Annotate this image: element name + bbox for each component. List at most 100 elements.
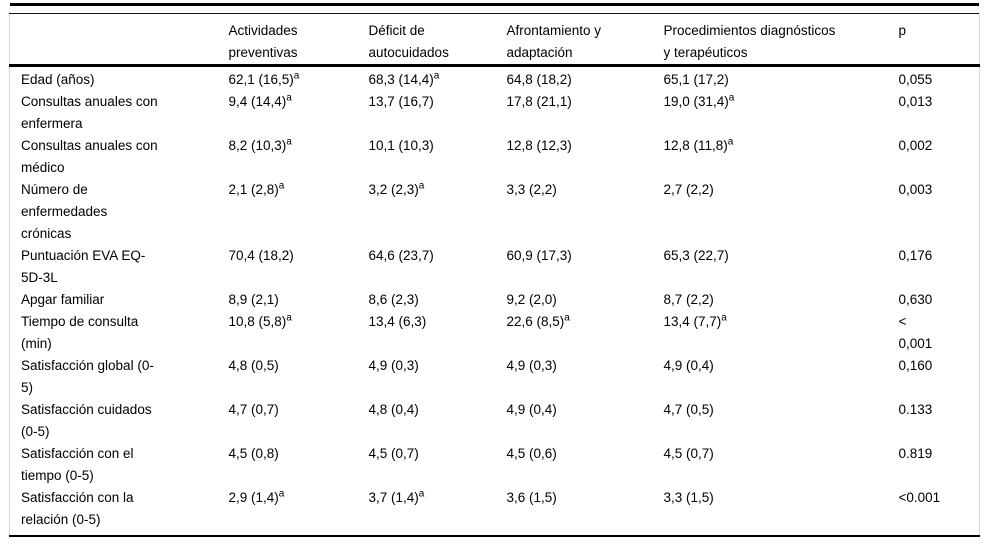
- p-value-cell: 0,160: [898, 358, 933, 373]
- p-value-cell: 0,003: [898, 182, 933, 197]
- footnote-marker: a: [286, 92, 292, 104]
- statistics-table: Actividades preventivas Déficit de autocu…: [9, 3, 980, 537]
- footnote-marker: a: [727, 136, 734, 148]
- footnote-marker: a: [418, 488, 425, 500]
- footnote-marker: a: [278, 180, 285, 192]
- value-cell: 4,8 (0,4): [368, 402, 419, 417]
- row-label: Satisfacción global (0- 5): [21, 358, 154, 395]
- table-row: Consultas anuales con enfermera 9,4 (14,4…: [10, 91, 980, 135]
- value-cell: 65,1 (17,2): [663, 72, 729, 87]
- footnote-marker: a: [286, 312, 292, 324]
- value-cell: 68,3 (14,4)a: [368, 70, 440, 87]
- p-value-cell: 0.819: [898, 446, 933, 461]
- p-value-cell: 0,055: [898, 72, 933, 87]
- p-value-cell: 0,630: [898, 292, 933, 307]
- row-label: Puntuación EVA EQ- 5D-3L: [21, 248, 146, 285]
- table-row: Satisfacción cuidados (0-5) 4,7 (0,7) 4,8 …: [10, 399, 980, 443]
- footnote-marker: a: [564, 312, 570, 324]
- footnote-marker: a: [278, 488, 285, 500]
- header-cell: Procedimientos diagnósticos y terapéutic…: [663, 13, 899, 67]
- header-row: Actividades preventivas Déficit de autocu…: [9, 13, 980, 67]
- footnote-marker: a: [286, 136, 292, 148]
- table-row: Apgar familiar 8,9 (2,1) 8,6 (2,3) 9,2 (2,0…: [10, 289, 980, 311]
- table-row: Consultas anuales con médico 8,2 (10,3)a 1…: [10, 135, 980, 179]
- footnote-marker: a: [721, 312, 727, 324]
- table-row: Tiempo de consulta (min) 10,8 (5,8)a 13,4 …: [10, 311, 980, 355]
- value-cell: 8,7 (2,2): [663, 292, 714, 307]
- value-cell: 4,5 (0,7): [368, 446, 419, 461]
- table-body: Edad (años) 62,1 (16,5)a 68,3 (14,4)a 64,8 …: [10, 66, 980, 537]
- row-label: Apgar familiar: [21, 292, 105, 307]
- table-row: Satisfacción global (0- 5) 4,8 (0,5) 4,9 (…: [10, 355, 980, 399]
- value-cell: 62,1 (16,5)a: [228, 70, 300, 87]
- row-label: Número de enfermedades crónicas: [21, 182, 108, 241]
- table-row: Satisfacción con la relación (0-5) 2,9 (1…: [10, 487, 980, 536]
- value-cell: 12,8 (12,3): [506, 138, 572, 153]
- value-cell: 22,6 (8,5)a: [506, 312, 570, 329]
- row-label: Edad (años): [21, 72, 95, 87]
- p-value-cell: 0,176: [898, 248, 933, 263]
- value-cell: 12,8 (11,8)a: [663, 136, 734, 153]
- value-cell: 3,6 (1,5): [506, 490, 557, 505]
- table-row: Satisfacción con el tiempo (0-5) 4,5 (0,8…: [10, 443, 980, 487]
- value-cell: 3,3 (2,2): [506, 182, 557, 197]
- value-cell: 8,2 (10,3)a: [228, 136, 292, 153]
- value-cell: 4,7 (0,7): [228, 402, 279, 417]
- p-value-cell: 0.133: [898, 402, 933, 417]
- table-row: Edad (años) 62,1 (16,5)a 68,3 (14,4)a 64,8 …: [10, 66, 980, 92]
- value-cell: 3,3 (1,5): [663, 490, 714, 505]
- value-cell: 19,0 (31,4)a: [663, 92, 735, 109]
- value-cell: 2,7 (2,2): [663, 182, 714, 197]
- value-cell: 10,1 (10,3): [368, 138, 434, 153]
- table-top-rule: [10, 3, 979, 6]
- p-value-cell: <0.001: [898, 490, 941, 505]
- value-cell: 13,4 (7,7)a: [663, 312, 727, 329]
- footnote-marker: a: [418, 180, 425, 192]
- row-label: Tiempo de consulta (min): [21, 314, 139, 351]
- value-cell: 4,5 (0,7): [663, 446, 714, 461]
- row-label: Satisfacción cuidados (0-5): [21, 402, 152, 439]
- header-cell: p: [898, 13, 980, 67]
- row-label: Satisfacción con la relación (0-5): [21, 490, 134, 527]
- header-cell: Déficit de autocuidados: [368, 13, 507, 67]
- table-row: Puntuación EVA EQ- 5D-3L 70,4 (18,2) 64,6 …: [10, 245, 980, 289]
- value-cell: 17,8 (21,1): [506, 94, 572, 109]
- p-value-cell: 0,013: [898, 94, 933, 109]
- value-cell: 4,5 (0,6): [506, 446, 557, 461]
- value-cell: 64,8 (18,2): [506, 72, 572, 87]
- value-cell: 3,7 (1,4)a: [368, 488, 425, 505]
- value-cell: 70,4 (18,2): [228, 248, 294, 263]
- p-value-cell: 0,002: [898, 138, 933, 153]
- row-label: Satisfacción con el tiempo (0-5): [21, 446, 134, 483]
- value-cell: 4,5 (0,8): [228, 446, 279, 461]
- value-cell: 13,7 (16,7): [368, 94, 434, 109]
- value-cell: 65,3 (22,7): [663, 248, 729, 263]
- header-cell-empty: [9, 13, 229, 67]
- p-value-cell: < 0,001: [898, 314, 933, 351]
- header-cell: Afrontamiento y adaptación: [506, 13, 664, 67]
- row-label: Consultas anuales con médico: [21, 138, 158, 175]
- value-cell: 4,7 (0,5): [663, 402, 714, 417]
- value-cell: 4,9 (0,3): [506, 358, 557, 373]
- value-cell: 4,9 (0,4): [506, 402, 557, 417]
- table-row: Número de enfermedades crónicas 2,1 (2,8)…: [10, 179, 980, 245]
- value-cell: 4,9 (0,3): [368, 358, 419, 373]
- value-cell: 8,6 (2,3): [368, 292, 419, 307]
- value-cell: 3,2 (2,3)a: [368, 180, 425, 197]
- value-cell: 13,4 (6,3): [368, 314, 427, 329]
- value-cell: 9,2 (2,0): [506, 292, 557, 307]
- value-cell: 9,4 (14,4)a: [228, 92, 292, 109]
- value-cell: 8,9 (2,1): [228, 292, 279, 307]
- comparison-table: Actividades preventivas Déficit de autocu…: [9, 13, 980, 537]
- footnote-marker: a: [728, 92, 735, 104]
- value-cell: 4,9 (0,4): [663, 358, 714, 373]
- value-cell: 4,8 (0,5): [228, 358, 279, 373]
- value-cell: 2,1 (2,8)a: [228, 180, 285, 197]
- value-cell: 60,9 (17,3): [506, 248, 572, 263]
- value-cell: 2,9 (1,4)a: [228, 488, 285, 505]
- value-cell: 10,8 (5,8)a: [228, 312, 292, 329]
- header-cell: Actividades preventivas: [228, 13, 369, 67]
- row-label: Consultas anuales con enfermera: [21, 94, 158, 131]
- value-cell: 64,6 (23,7): [368, 248, 434, 263]
